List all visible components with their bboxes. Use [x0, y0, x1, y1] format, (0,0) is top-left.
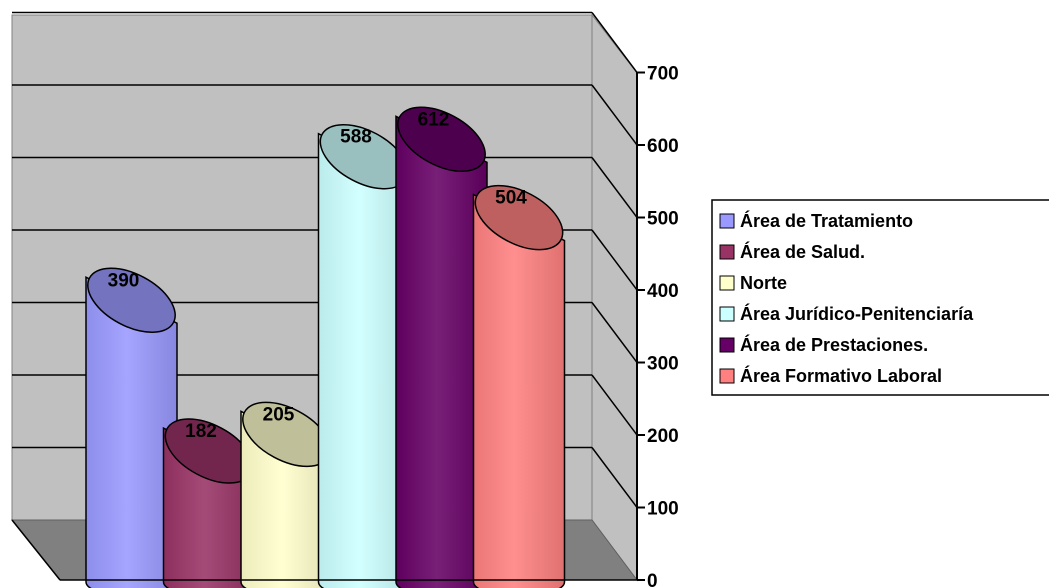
y-tick-label: 400 — [647, 281, 679, 302]
data-label-1: 182 — [185, 421, 217, 442]
bar-5 — [472, 184, 566, 588]
legend-swatch — [719, 213, 735, 229]
legend: Área de Tratamiento Área de Salud. Norte Ár… — [711, 199, 1049, 396]
legend-swatch — [719, 244, 735, 260]
bar-top — [87, 267, 176, 334]
gridline-side — [591, 447, 638, 508]
bar-3 — [317, 123, 411, 588]
legend-swatch — [719, 368, 735, 384]
legend-swatch — [719, 337, 735, 353]
gridline-side — [591, 157, 638, 218]
bar-1 — [162, 418, 256, 588]
bar-body — [472, 193, 566, 588]
legend-label-5: Área Formativo Laboral — [740, 365, 942, 386]
side-wall — [591, 13, 638, 582]
data-labels: 390 182 205 588 612 504 — [108, 109, 528, 442]
y-tick-label: 300 — [647, 354, 679, 375]
bar-2 — [240, 401, 333, 588]
data-label-4: 612 — [418, 109, 450, 130]
floor-edge — [11, 519, 61, 581]
legend-swatch — [719, 275, 735, 291]
legend-label-4: Área de Prestaciones. — [740, 334, 928, 355]
legend-box — [711, 199, 1049, 396]
data-label-0: 390 — [108, 270, 140, 291]
legend-label-3: Área Jurídico-Penitenciaría — [740, 303, 974, 324]
y-axis: 0 100 200 300 400 500 600 700 — [60, 64, 679, 588]
legend-label-0: Área de Tratamiento — [740, 210, 913, 231]
bar-0 — [85, 267, 178, 588]
data-label-2: 205 — [263, 404, 295, 425]
y-tick-label: 500 — [647, 209, 679, 230]
y-tick-label: 0 — [647, 571, 658, 588]
y-tick-label: 600 — [647, 136, 679, 157]
bar-top — [397, 106, 486, 173]
gridline-side — [591, 84, 638, 146]
bar-4 — [395, 106, 488, 588]
legend-swatch — [719, 306, 735, 322]
y-tick-label: 700 — [647, 64, 679, 85]
legend-label-2: Norte — [740, 273, 787, 293]
data-label-5: 504 — [495, 188, 527, 209]
bars — [85, 106, 566, 588]
gridline-side — [591, 229, 638, 291]
y-tick-label: 100 — [647, 499, 679, 520]
bar-top — [474, 184, 564, 251]
gridline-side — [591, 374, 638, 436]
legend-label-1: Área de Salud. — [740, 241, 865, 262]
y-tick-label: 200 — [647, 426, 679, 447]
data-label-3: 588 — [340, 127, 372, 148]
gridline-side — [591, 302, 638, 363]
gridline-side — [591, 12, 638, 73]
